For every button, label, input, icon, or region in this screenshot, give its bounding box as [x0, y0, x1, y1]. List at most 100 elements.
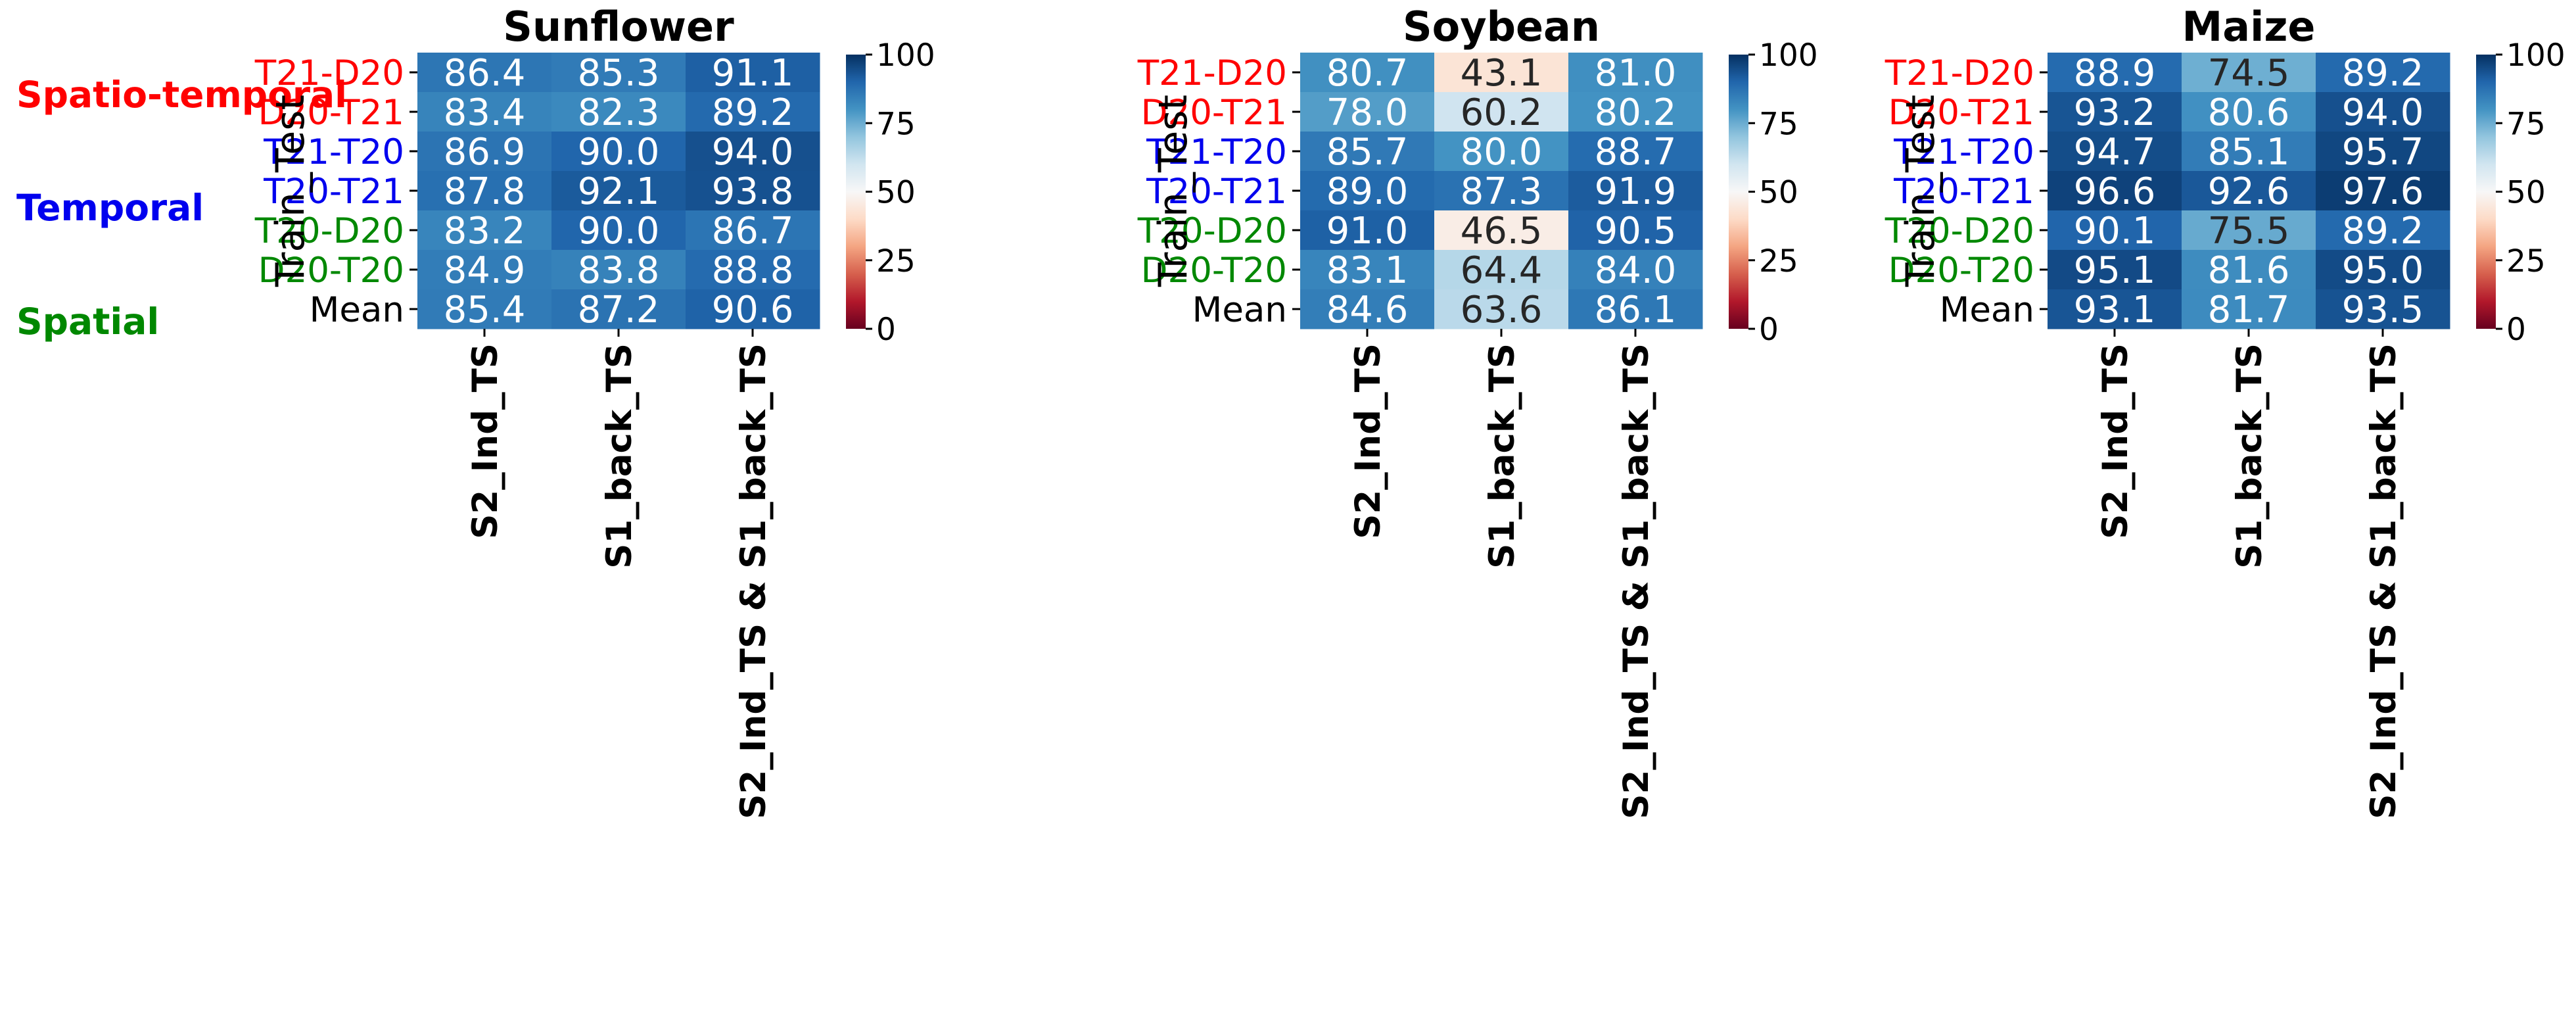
- heatmap-cell: [686, 132, 820, 172]
- heatmap-cell: [2182, 171, 2316, 211]
- cell-value-label: 97.6: [2342, 170, 2424, 213]
- row-label: D20-T20: [258, 251, 404, 291]
- cell-value-label: 95.1: [2074, 249, 2156, 292]
- cell-value-label: 86.1: [1595, 289, 1677, 331]
- heatmap-cell: [686, 250, 820, 290]
- colorbar-tick-label: 75: [876, 106, 916, 142]
- heatmap-cell: [417, 289, 552, 329]
- heatmap-cell: [2048, 92, 2182, 132]
- heatmap-cell: [2048, 210, 2182, 251]
- y-axis-label: Train_Test: [268, 95, 314, 287]
- cell-value-label: 91.0: [1326, 210, 1409, 253]
- cell-value-label: 83.2: [444, 210, 526, 253]
- row-label: T20-D20: [1137, 211, 1287, 251]
- colorbar-tick-label: 25: [2506, 243, 2546, 279]
- heatmap-cell: [2048, 289, 2182, 329]
- cell-value-label: 81.7: [2208, 289, 2290, 331]
- cell-value-label: 87.3: [1461, 170, 1543, 213]
- row-label: D20-T21: [1141, 93, 1287, 133]
- cell-value-label: 80.0: [1461, 131, 1543, 174]
- heatmap-cell: [2048, 53, 2182, 93]
- heatmap-cell: [1568, 53, 1703, 93]
- colorbar: [1729, 55, 1748, 329]
- heatmap-cell: [2316, 171, 2450, 211]
- row-label: T21-T20: [1893, 132, 2034, 172]
- heatmap-cell: [2048, 171, 2182, 211]
- heatmap-cell: [2316, 132, 2450, 172]
- cell-value-label: 88.8: [712, 249, 794, 292]
- row-label: T20-T21: [1146, 172, 1287, 212]
- cell-value-label: 94.7: [2074, 131, 2156, 174]
- row-label: T21-D20: [1885, 53, 2034, 93]
- cell-value-label: 74.5: [2208, 52, 2290, 95]
- panel-title: Sunflower: [503, 3, 734, 51]
- row-label: T20-D20: [1885, 211, 2034, 251]
- heatmap-cell: [1300, 250, 1435, 290]
- heatmap-cell: [1434, 92, 1569, 132]
- y-axis-label: Train_Test: [1898, 95, 1944, 287]
- row-label: Mean: [310, 290, 404, 330]
- cell-value-label: 84.0: [1595, 249, 1677, 292]
- cell-value-label: 93.5: [2342, 289, 2424, 331]
- heatmap-cell: [1300, 289, 1435, 329]
- heatmap-cell: [1434, 250, 1569, 290]
- heatmap-cell: [1434, 132, 1569, 172]
- cell-value-label: 82.3: [578, 91, 660, 134]
- heatmap-cell: [551, 92, 686, 132]
- cell-value-label: 90.1: [2074, 210, 2156, 253]
- cell-value-label: 89.2: [2342, 52, 2424, 95]
- cell-value-label: 83.8: [578, 249, 660, 292]
- heatmap-cell: [2048, 132, 2182, 172]
- row-label: T21-T20: [263, 132, 404, 172]
- heatmap-cell: [1434, 53, 1569, 93]
- heatmap-cell: [2182, 250, 2316, 290]
- heatmap-cell: [2048, 250, 2182, 290]
- group-labels: Spatio-temporal Temporal Spatial: [16, 74, 347, 343]
- cell-value-label: 86.4: [444, 52, 526, 95]
- cell-value-label: 93.2: [2074, 91, 2156, 134]
- heatmap-cell: [1434, 210, 1569, 251]
- row-label: T21-D20: [1137, 53, 1287, 93]
- heatmap-cell: [2316, 250, 2450, 290]
- panel-title: Maize: [2182, 3, 2316, 51]
- cell-value-label: 89.2: [712, 91, 794, 134]
- cell-value-label: 91.9: [1595, 170, 1677, 213]
- row-label: D20-T21: [258, 93, 404, 133]
- cell-value-label: 43.1: [1461, 52, 1543, 95]
- colorbar-tick-label: 75: [1759, 106, 1798, 142]
- cell-value-label: 80.2: [1595, 91, 1677, 134]
- heatmap-cell: [686, 210, 820, 251]
- panel-title: Soybean: [1403, 3, 1600, 51]
- heatmap-cell: [551, 210, 686, 251]
- colorbar-tick-label: 50: [1759, 175, 1798, 211]
- heatmap-panel-maize: Maize 88.9 74.5 89.2 93.2 80.6 94.0 94.7 85.1 95.…: [1885, 3, 2565, 819]
- colorbar-tick-label: 50: [2506, 175, 2546, 211]
- column-label: S1_back_TS: [1482, 343, 1522, 569]
- colorbar-tick-label: 100: [2506, 37, 2565, 74]
- cell-value-label: 96.6: [2074, 170, 2156, 213]
- column-label: S2_Ind_TS & S1_back_TS: [734, 343, 774, 819]
- cell-value-label: 85.7: [1326, 131, 1409, 174]
- heatmap-cell: [686, 92, 820, 132]
- heatmap-cell: [1300, 171, 1435, 211]
- heatmap-cell: [2182, 132, 2316, 172]
- heatmap-cell: [1434, 171, 1569, 211]
- heatmap-cell: [1568, 250, 1703, 290]
- column-label: S2_Ind_TS: [2096, 343, 2136, 539]
- row-label: Mean: [1940, 290, 2034, 330]
- group-label-spatio-temporal: Spatio-temporal: [16, 74, 347, 116]
- cell-value-label: 90.0: [578, 131, 660, 174]
- cell-value-label: 90.5: [1595, 210, 1677, 253]
- column-label: S1_back_TS: [599, 343, 640, 569]
- cell-value-label: 95.7: [2342, 131, 2424, 174]
- cell-value-label: 81.6: [2208, 249, 2290, 292]
- heatmap-cell: [417, 171, 552, 211]
- heatmap-cell: [417, 250, 552, 290]
- heatmap-cell: [1568, 171, 1703, 211]
- colorbar-tick-label: 25: [1759, 243, 1798, 279]
- row-label: D20-T21: [1888, 93, 2034, 133]
- cell-value-label: 85.4: [444, 289, 526, 331]
- heatmap-cell: [551, 171, 686, 211]
